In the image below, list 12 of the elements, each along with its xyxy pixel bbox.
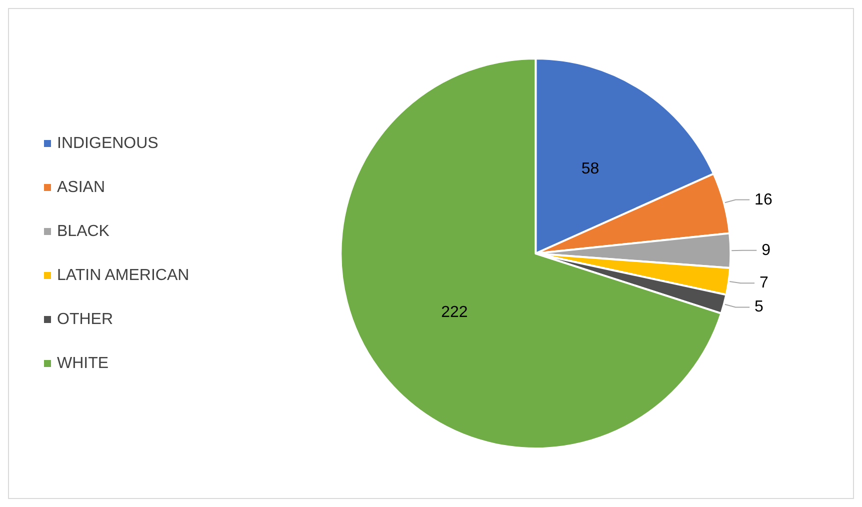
legend-label: LATIN AMERICAN — [57, 267, 190, 284]
data-label: 222 — [441, 304, 468, 322]
legend-label: INDIGENOUS — [57, 135, 158, 152]
legend-label: BLACK — [57, 223, 110, 240]
data-label: 5 — [754, 298, 764, 316]
data-label: 7 — [760, 274, 769, 292]
legend-label: WHITE — [57, 355, 109, 372]
legend-label: ASIAN — [57, 179, 106, 196]
data-label: 58 — [581, 160, 600, 178]
data-label: 16 — [754, 191, 772, 208]
legend-label: OTHER — [57, 311, 113, 328]
data-label: 9 — [762, 242, 771, 259]
